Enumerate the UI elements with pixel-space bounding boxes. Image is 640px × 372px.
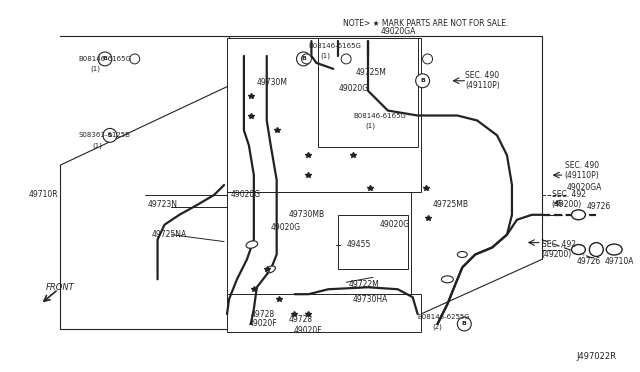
Text: SEC. 492: SEC. 492 [541, 240, 576, 249]
Ellipse shape [572, 244, 586, 254]
Text: 49728: 49728 [289, 315, 313, 324]
Ellipse shape [606, 244, 622, 255]
Text: (1): (1) [321, 53, 330, 59]
Text: NOTE> ★ MARK PARTS ARE NOT FOR SALE.: NOTE> ★ MARK PARTS ARE NOT FOR SALE. [343, 19, 509, 28]
Text: B08146-6165G: B08146-6165G [308, 43, 362, 49]
Text: (1): (1) [92, 142, 102, 148]
Text: 49723N: 49723N [148, 201, 178, 209]
Text: FRONT: FRONT [45, 283, 74, 292]
Text: (49110P): (49110P) [465, 81, 500, 90]
Text: 49730MB: 49730MB [289, 210, 324, 219]
Ellipse shape [266, 266, 275, 273]
Text: B: B [301, 57, 306, 61]
Text: 49725M: 49725M [356, 68, 387, 77]
Ellipse shape [458, 251, 467, 257]
Ellipse shape [442, 276, 453, 283]
Circle shape [130, 54, 140, 64]
Text: 49020G: 49020G [271, 223, 301, 232]
Text: B08146-6165G: B08146-6165G [353, 112, 406, 119]
Bar [227, 294, 420, 332]
Text: 49726: 49726 [577, 257, 601, 266]
Text: B08146-6165G: B08146-6165G [78, 56, 131, 62]
Text: 49020G: 49020G [380, 220, 410, 229]
Circle shape [589, 243, 604, 256]
Text: 49020F: 49020F [249, 320, 278, 328]
Ellipse shape [246, 241, 258, 248]
Text: 49020G: 49020G [338, 84, 369, 93]
Text: (1): (1) [90, 65, 100, 72]
Bar [338, 215, 408, 269]
Text: 49726: 49726 [586, 202, 611, 211]
Text: 49020GA: 49020GA [566, 183, 602, 192]
Text: 49710R: 49710R [29, 190, 58, 199]
Text: 49730HA: 49730HA [353, 295, 388, 304]
Text: (1): (1) [365, 122, 375, 129]
Text: 49725MB: 49725MB [433, 201, 468, 209]
Text: 49020F: 49020F [294, 327, 322, 336]
Text: 49020GA: 49020GA [381, 27, 416, 36]
Bar [227, 38, 420, 192]
Text: 49725NA: 49725NA [152, 230, 187, 239]
Text: (49110P): (49110P) [564, 171, 599, 180]
Text: SEC. 490: SEC. 490 [465, 71, 499, 80]
Text: B: B [462, 321, 467, 327]
Text: J497022R: J497022R [577, 352, 616, 361]
Text: B: B [102, 57, 108, 61]
Circle shape [458, 317, 471, 331]
Bar [318, 38, 418, 147]
Text: 49728: 49728 [251, 310, 275, 318]
Text: SEC. 492: SEC. 492 [552, 190, 586, 199]
Text: SEC. 490: SEC. 490 [564, 161, 598, 170]
Text: (2): (2) [433, 324, 442, 330]
Circle shape [415, 74, 429, 88]
Text: (49200): (49200) [541, 250, 572, 259]
Circle shape [98, 52, 112, 66]
Text: 49710A: 49710A [604, 257, 634, 266]
Circle shape [296, 52, 310, 66]
Ellipse shape [572, 210, 586, 220]
Text: 49455: 49455 [346, 240, 371, 249]
Circle shape [422, 54, 433, 64]
Circle shape [341, 54, 351, 64]
Text: S08363-6125B: S08363-6125B [78, 132, 130, 138]
Circle shape [103, 128, 117, 142]
Text: B: B [420, 78, 425, 83]
Circle shape [301, 54, 312, 64]
Text: (49200): (49200) [552, 201, 582, 209]
Text: B08146-6255G: B08146-6255G [418, 314, 470, 320]
Text: S: S [108, 133, 112, 138]
Text: 49722M: 49722M [348, 280, 379, 289]
Text: 49730M: 49730M [257, 78, 288, 87]
Text: 49020G: 49020G [231, 190, 261, 199]
Bar [227, 192, 411, 311]
